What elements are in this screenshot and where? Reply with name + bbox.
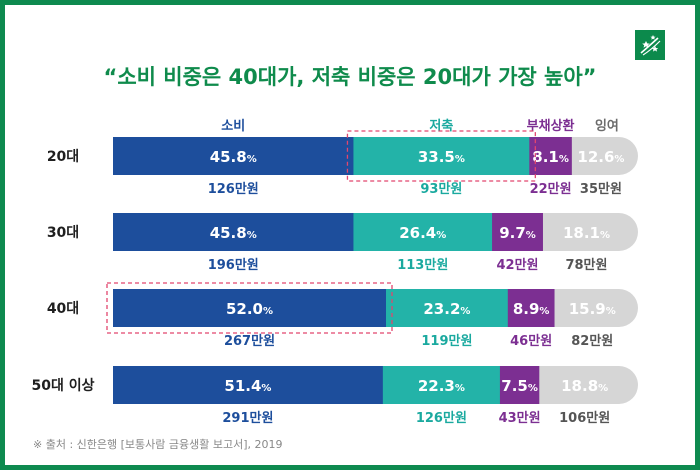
bar-segment <box>507 289 556 327</box>
bar-row: 30대 45.8% 196만원 26.4% 113만원 9.7% 42만원 18.1% 78만원 <box>47 213 638 273</box>
legend-item: 부채상환 <box>527 118 575 134</box>
amount-label: 119만원 <box>421 333 472 349</box>
bnp-paribas-stars-icon <box>635 30 665 60</box>
bar-row: 20대 45.8% 126만원 33.5% 93만원 8.1% 22만원 12.6% 35만원 <box>47 137 638 197</box>
bar-segment <box>492 213 544 251</box>
legend: 소비 저축 부채상환 잉여 <box>221 118 619 134</box>
data-label: 18.8% <box>561 377 608 395</box>
data-label: 7.5% <box>501 377 538 395</box>
data-label: 8.9% <box>513 300 550 318</box>
amount-label: 43만원 <box>499 410 541 426</box>
bar-segment <box>113 213 354 251</box>
amount-label: 113만원 <box>397 257 448 273</box>
data-label: 18.1% <box>563 224 610 242</box>
bar-segment <box>571 137 638 175</box>
highlight-boxes <box>106 130 536 334</box>
amount-label: 93만원 <box>420 181 462 197</box>
amount-label: 35만원 <box>580 181 622 197</box>
bar-row: 40대 52.0% 267만원 23.2% 119만원 8.9% 46만원 15.9% 82만원 <box>47 289 638 349</box>
bar-segment <box>113 366 384 404</box>
amount-label: 22만원 <box>530 181 572 197</box>
data-label: 45.8% <box>210 224 257 242</box>
data-label: 45.8% <box>210 148 257 166</box>
amount-label: 267만원 <box>224 333 275 349</box>
amount-label: 196만원 <box>208 257 259 273</box>
bar-rows: 20대 45.8% 126만원 33.5% 93만원 8.1% 22만원 12.6% 35만원 3… <box>32 137 638 426</box>
data-label: 15.9% <box>569 300 616 318</box>
source-note: ※ 출처 : 신한은행 [보통사람 금융생활 보고서], 2019 <box>33 437 283 451</box>
chart-title: “소비 비중은 40대가, 저축 비중은 20대가 가장 높아” <box>104 65 597 89</box>
amount-label: 82만원 <box>571 333 613 349</box>
legend-item: 저축 <box>429 118 453 134</box>
data-label: 9.7% <box>499 224 536 242</box>
category-label: 30대 <box>47 225 79 241</box>
bar-segment <box>382 366 501 404</box>
amount-label: 126만원 <box>416 410 467 426</box>
legend-item: 소비 <box>221 119 245 134</box>
data-label: 33.5% <box>418 148 465 166</box>
data-label: 22.3% <box>418 377 465 395</box>
bar-segment <box>499 366 540 404</box>
category-label: 20대 <box>47 149 79 165</box>
data-label: 51.4% <box>224 377 271 395</box>
data-label: 12.6% <box>577 148 624 166</box>
data-label: 26.4% <box>399 224 446 242</box>
amount-label: 42만원 <box>497 257 539 273</box>
stacked-bar-chart: “소비 비중은 40대가, 저축 비중은 20대가 가장 높아” 소비 저축 부채상… <box>32 30 665 451</box>
highlight-box <box>346 130 536 182</box>
bar-segment <box>353 137 530 175</box>
amount-label: 78만원 <box>565 257 607 273</box>
bar-segment <box>113 289 387 327</box>
amount-label: 126만원 <box>208 181 259 197</box>
bar-segment <box>542 213 638 251</box>
highlight-box <box>106 282 393 334</box>
bar-segment <box>113 137 354 175</box>
category-label: 50대 이상 <box>32 377 95 394</box>
bar-row: 50대 이상 51.4% 291만원 22.3% 126만원 7.5% 43만원 18.8% 1… <box>32 366 638 426</box>
bar-segment <box>554 289 638 327</box>
category-label: 40대 <box>47 301 79 317</box>
data-label: 23.2% <box>423 300 470 318</box>
data-label: 52.0% <box>226 300 273 318</box>
legend-item: 잉여 <box>595 118 619 134</box>
amount-label: 291만원 <box>222 410 273 426</box>
amount-label: 46만원 <box>510 333 552 349</box>
bar-segment <box>529 137 573 175</box>
bar-segment <box>386 289 509 327</box>
data-label: 8.1% <box>532 148 569 166</box>
amount-label: 106만원 <box>559 410 610 426</box>
bar-segment <box>539 366 638 404</box>
bar-segment <box>353 213 493 251</box>
